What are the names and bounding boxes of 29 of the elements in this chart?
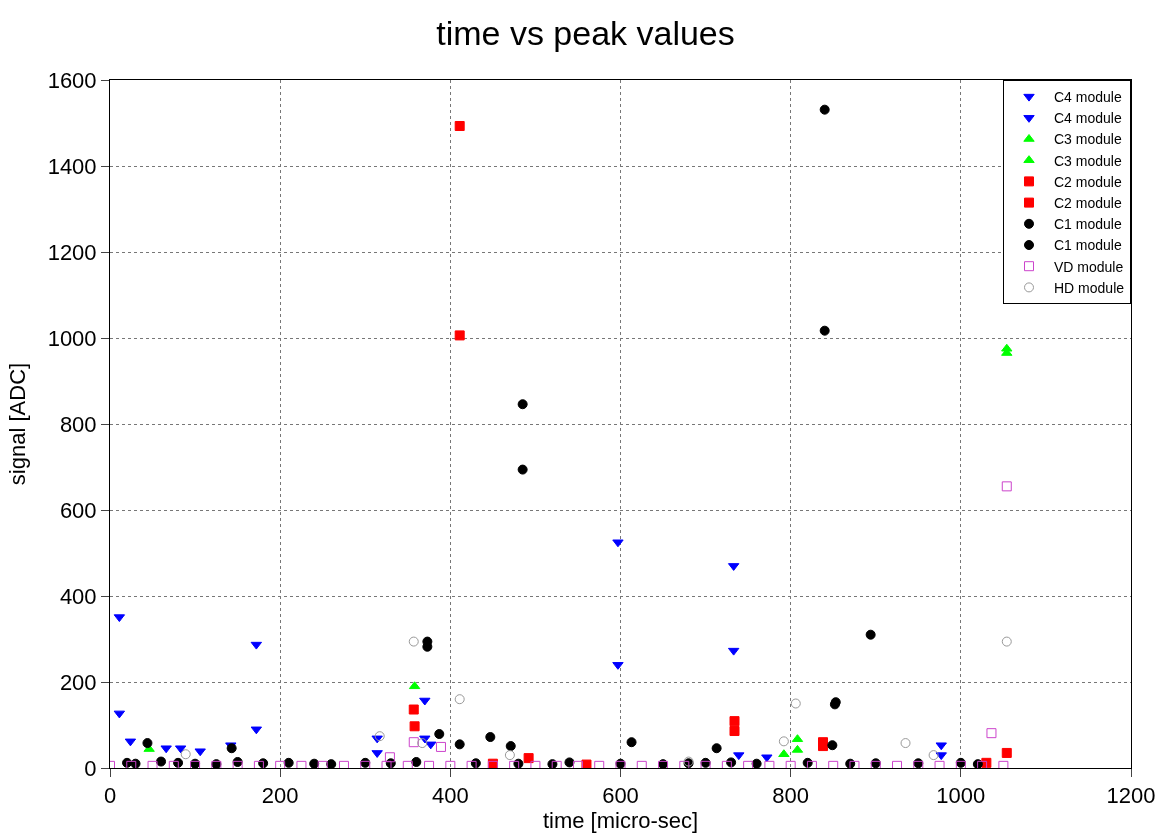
- x-axis-title: time [micro-sec]: [542, 808, 699, 834]
- y-tick-label: 1400: [47, 153, 97, 179]
- x-tick-label: 1200: [1106, 783, 1156, 809]
- y-tick-label: 0: [84, 755, 97, 781]
- legend-label: C2 module: [1054, 195, 1122, 212]
- y-tick-label: 800: [59, 411, 97, 437]
- legend-label: C2 module: [1054, 173, 1122, 190]
- y-tick-label: 400: [59, 583, 97, 609]
- x-tick-label: 400: [431, 783, 469, 809]
- y-tick-label: 600: [59, 497, 97, 523]
- legend-label: C1 module: [1054, 216, 1122, 233]
- chart-title: time vs peak values: [436, 13, 735, 52]
- y-tick-label: 1000: [47, 325, 97, 351]
- legend-label: C1 module: [1054, 237, 1122, 254]
- x-tick-label: 0: [103, 783, 117, 809]
- legend-label: VD module: [1054, 258, 1124, 275]
- legend-label: C4 module: [1054, 110, 1122, 127]
- y-axis-title: signal [ADC]: [5, 362, 31, 486]
- legend-label: C3 module: [1054, 152, 1122, 169]
- y-tick-label: 1600: [47, 67, 97, 93]
- x-tick-label: 800: [772, 783, 810, 809]
- x-tick-label: 200: [261, 783, 299, 809]
- x-tick-label: 1000: [936, 783, 986, 809]
- y-tick-label: 200: [59, 669, 97, 695]
- legend-label: C3 module: [1054, 131, 1122, 148]
- legend-label: C4 module: [1054, 89, 1122, 106]
- x-tick-label: 600: [602, 783, 639, 809]
- legend-label: HD module: [1054, 279, 1125, 296]
- y-tick-label: 1200: [47, 239, 97, 265]
